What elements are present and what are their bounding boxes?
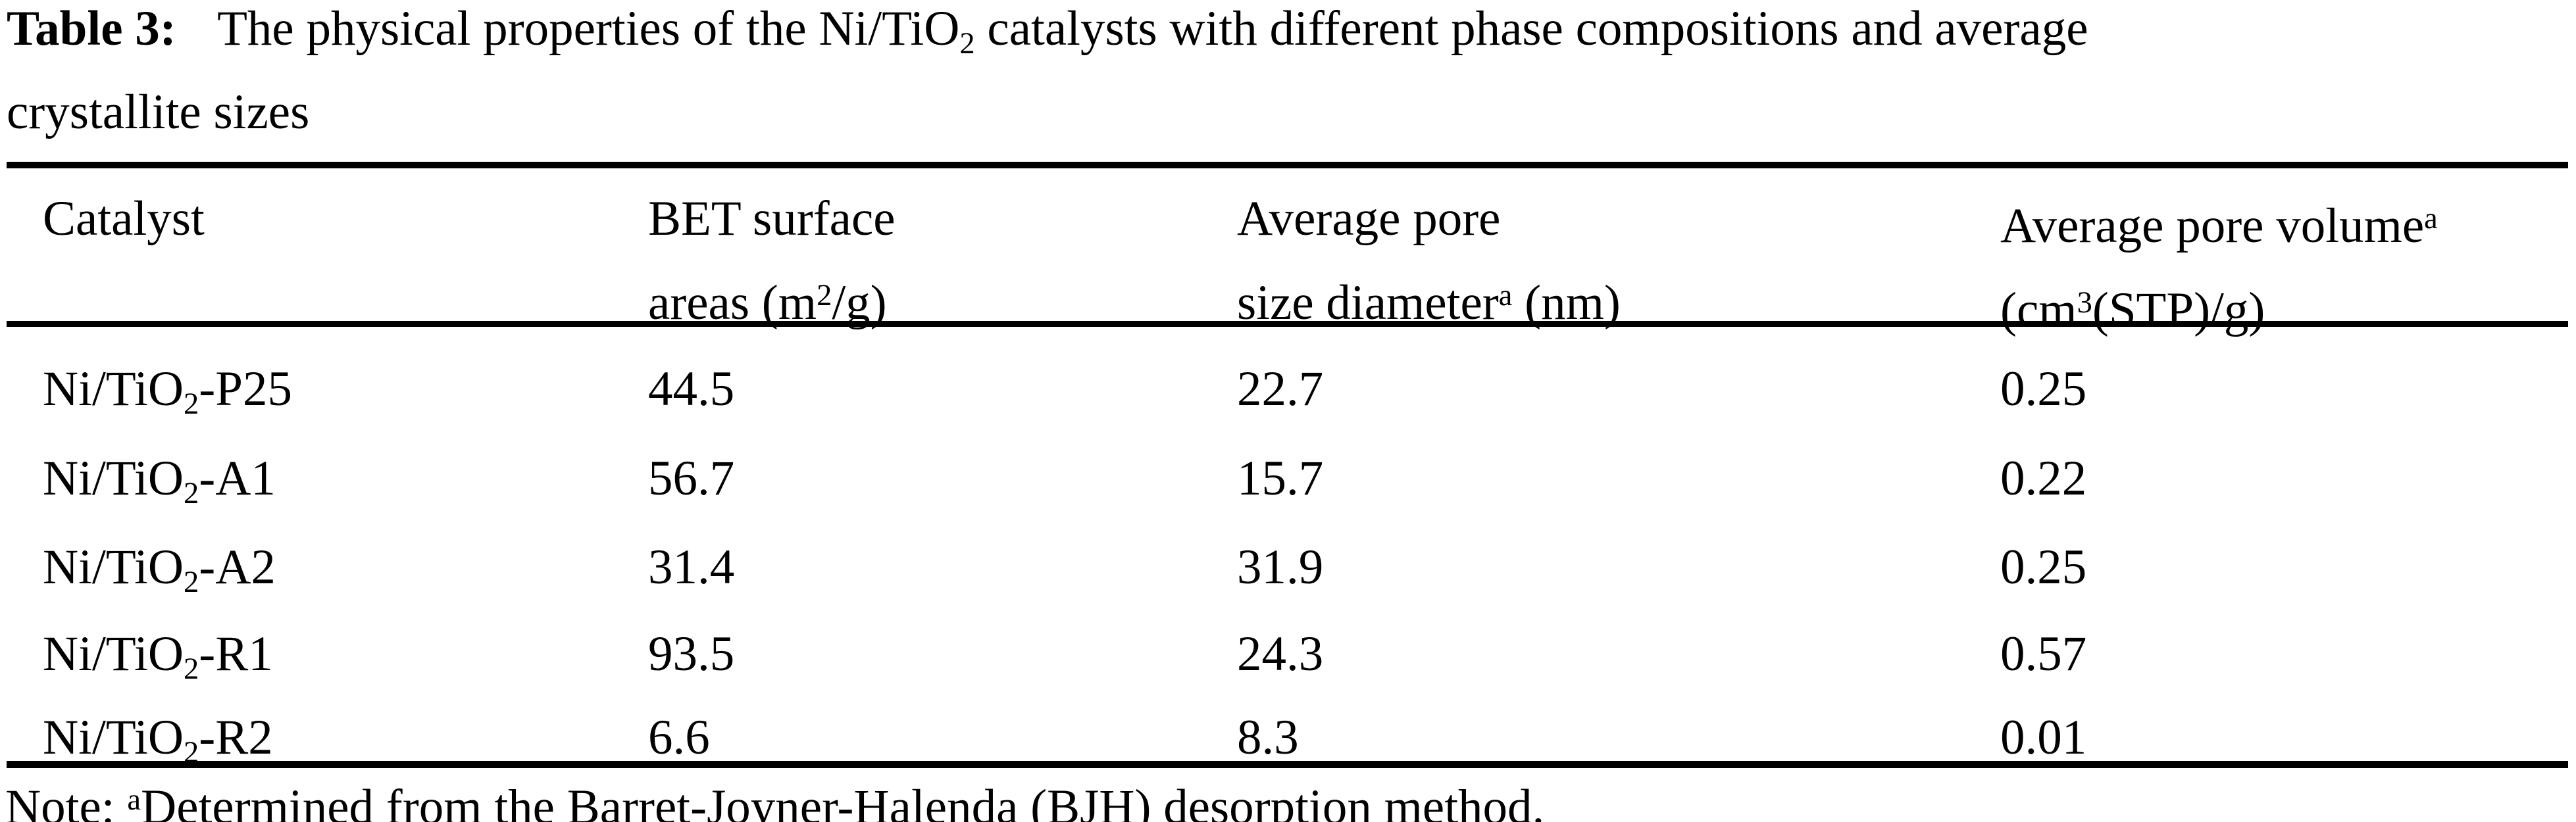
cell-bet-value: 6.6: [648, 710, 710, 765]
catalyst-suffix: -P25: [199, 362, 292, 416]
cell-catalyst: Ni/TiO2-R1: [43, 625, 273, 699]
catalyst-name: Ni/TiO: [43, 451, 184, 506]
cell-pore-value: 22.7: [1237, 362, 1324, 416]
header-pore-volume: Average pore volumea (cm3(STP)/g): [2000, 180, 2438, 349]
catalyst-suffix: -R2: [199, 710, 273, 765]
subscript-2: 2: [184, 387, 199, 422]
cell-volume-value: 0.22: [2000, 451, 2087, 506]
table-caption-text: The physical properties of the Ni/TiO: [205, 1, 960, 56]
cell-volume-value: 0.01: [2000, 710, 2087, 765]
header-bet-surface: BET surface areas (m2/g): [648, 180, 896, 341]
cell-catalyst: Ni/TiO2-P25: [43, 360, 292, 434]
cell-bet-value: 93.5: [648, 627, 735, 681]
subscript-2: 2: [959, 27, 975, 61]
table-caption: Table 3: The physical properties of the …: [7, 0, 2088, 147]
cell-catalyst: Ni/TiO2-A2: [43, 538, 276, 612]
cell-pore-value: 24.3: [1237, 627, 1324, 681]
catalyst-name: Ni/TiO: [43, 362, 184, 416]
subscript-2: 2: [184, 652, 199, 687]
header-pore-line1: Average pore: [1237, 191, 1501, 246]
superscript-a: a: [2424, 202, 2438, 235]
table-bottom-rule: [7, 761, 2568, 768]
catalyst-suffix: -A1: [199, 451, 276, 506]
subscript-2: 2: [184, 477, 199, 511]
cell-pore-value: 31.9: [1237, 540, 1324, 594]
table-footnote: Note: aDetermined from the Barret-Joyner…: [5, 771, 1544, 822]
header-bet-line1: BET surface: [648, 191, 896, 246]
footnote-label: Note:: [5, 779, 128, 822]
table-caption-line2: crystallite sizes: [7, 85, 310, 140]
catalyst-name: Ni/TiO: [43, 627, 184, 681]
header-volume-line1: Average pore volume: [2000, 198, 2425, 253]
cell-catalyst: Ni/TiO2-A1: [43, 449, 276, 523]
cell-volume-value: 0.25: [2000, 540, 2087, 594]
table-caption-label: Table 3:: [7, 1, 176, 56]
catalyst-name: Ni/TiO: [43, 540, 184, 594]
header-pore-size: Average pore size diametera (nm): [1237, 180, 1621, 341]
superscript-a: a: [127, 783, 141, 817]
cell-volume-value: 0.57: [2000, 627, 2087, 681]
footnote-text: Determined from the Barret-Joyner-Halend…: [141, 779, 1545, 822]
catalyst-name: Ni/TiO: [43, 710, 184, 765]
header-catalyst-label: Catalyst: [43, 191, 205, 246]
superscript-a: a: [1498, 279, 1513, 312]
header-catalyst: Catalyst: [43, 180, 205, 257]
cell-bet-value: 44.5: [648, 362, 735, 416]
cell-pore-value: 15.7: [1237, 451, 1324, 506]
table-top-rule: [7, 162, 2568, 168]
header-volume-line2-end: (STP)/g): [2092, 282, 2265, 337]
table-header-rule: [7, 321, 2568, 327]
header-volume-line2: (cm: [2000, 282, 2077, 337]
superscript-2: 2: [817, 279, 832, 312]
catalyst-suffix: -R1: [199, 627, 273, 681]
cell-volume-value: 0.25: [2000, 362, 2087, 416]
cell-pore-value: 8.3: [1237, 710, 1299, 765]
table-caption-text-cont: catalysts with different phase compositi…: [974, 1, 2088, 56]
superscript-3: 3: [2077, 285, 2092, 320]
subscript-2: 2: [184, 566, 199, 600]
cell-bet-value: 56.7: [648, 451, 735, 506]
catalyst-suffix: -A2: [199, 540, 276, 594]
cell-catalyst: Ni/TiO2-R2: [43, 708, 273, 783]
cell-bet-value: 31.4: [648, 540, 735, 594]
